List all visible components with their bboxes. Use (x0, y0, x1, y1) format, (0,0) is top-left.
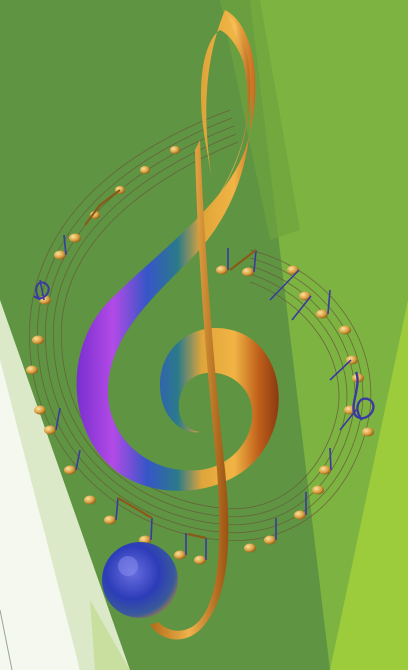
music-notes (26, 146, 375, 565)
background-light-panel (330, 300, 408, 670)
background-pale-wedge (0, 300, 130, 670)
small-clef-left-icon (33, 281, 50, 301)
background-edge-line (0, 609, 13, 670)
treble-clef-icon (76, 10, 279, 640)
small-treble-clef-icon (352, 371, 375, 421)
background-pale-triangle (90, 600, 130, 670)
background-stripe (220, 0, 300, 240)
